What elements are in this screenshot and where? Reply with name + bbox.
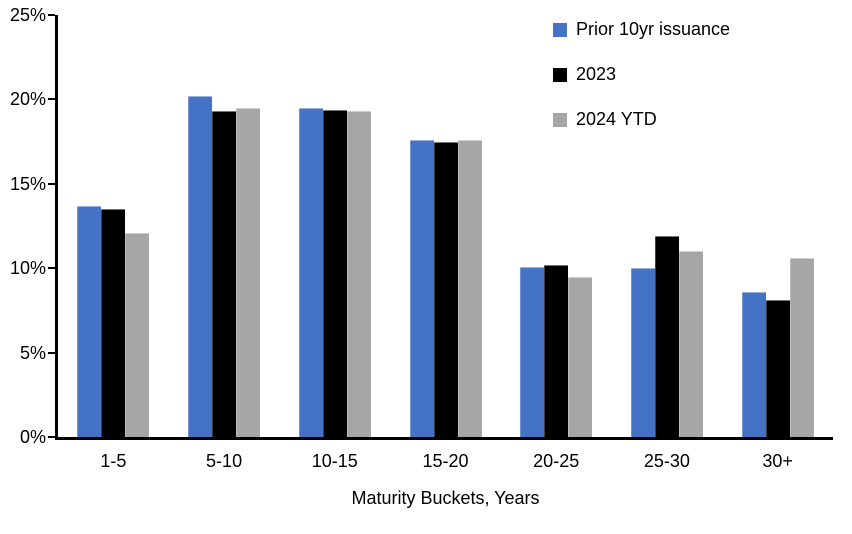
y-axis-label: 20% — [9, 89, 46, 110]
bar-2023-10-15 — [322, 109, 347, 437]
bar-2024-ytd-10-15 — [346, 111, 371, 437]
legend-item-2023: 2023 — [553, 52, 730, 97]
bar-2023-5-10 — [212, 111, 237, 437]
plot-area — [55, 15, 833, 440]
bar-2024-ytd-15-20 — [457, 139, 482, 437]
x-axis-title: Maturity Buckets, Years — [351, 488, 540, 508]
y-axis-label: 5% — [19, 342, 46, 363]
bar-2024-ytd-1-5 — [125, 232, 150, 437]
legend: Prior 10yr issuance 2023 2024 YTD — [553, 7, 730, 142]
bar-2024-ytd-25-30 — [678, 251, 703, 437]
bar-2023-1-5 — [101, 209, 126, 437]
legend-item-2024-ytd: 2024 YTD — [553, 97, 730, 142]
bar-2024-ytd-5-10 — [236, 107, 261, 437]
x-axis-label-5-10: 5-10 — [206, 451, 243, 471]
y-axis-label: 10% — [9, 258, 46, 279]
x-axis-label-1-5: 1-5 — [100, 451, 127, 471]
legend-label: 2024 YTD — [576, 109, 657, 129]
y-axis-tick — [48, 182, 55, 185]
bar-2023-15-20 — [433, 141, 458, 437]
legend-swatch-icon — [553, 112, 567, 127]
bar-2023-20-25 — [544, 264, 569, 437]
y-axis-label: 25% — [9, 5, 46, 25]
y-axis-tick — [48, 267, 55, 270]
x-axis-label-15-20: 15-20 — [422, 451, 469, 471]
bar-prior-10yr-issuance-10-15 — [298, 107, 323, 437]
legend-swatch-icon — [553, 67, 567, 82]
x-axis-label-25-30: 25-30 — [643, 451, 690, 471]
bar-prior-10yr-issuance-1-5 — [77, 205, 102, 437]
x-axis-label-20-25: 20-25 — [533, 451, 580, 471]
bar-2023-30+ — [765, 300, 790, 437]
y-axis-tick — [48, 436, 55, 438]
legend-swatch-icon — [553, 22, 567, 37]
y-axis-tick — [48, 14, 55, 16]
bar-prior-10yr-issuance-15-20 — [409, 139, 434, 437]
y-axis-tick — [48, 351, 55, 354]
bar-2024-ytd-30+ — [789, 258, 814, 437]
bar-2023-25-30 — [654, 236, 679, 437]
bar-prior-10yr-issuance-5-10 — [188, 96, 213, 437]
legend-item-prior-10yr-issuance: Prior 10yr issuance — [553, 7, 730, 52]
x-axis-label-30+: 30+ — [762, 451, 793, 471]
y-axis-label: 15% — [9, 173, 46, 194]
bar-prior-10yr-issuance-25-30 — [630, 268, 655, 437]
y-axis-label: 0% — [19, 427, 46, 447]
bar-prior-10yr-issuance-30+ — [741, 291, 766, 437]
legend-label: Prior 10yr issuance — [576, 19, 731, 39]
x-axis-label-10-15: 10-15 — [311, 451, 358, 471]
legend-label: 2023 — [576, 64, 617, 84]
bar-2024-ytd-20-25 — [568, 276, 593, 437]
y-axis-tick — [48, 98, 55, 101]
bar-prior-10yr-issuance-20-25 — [520, 266, 545, 437]
